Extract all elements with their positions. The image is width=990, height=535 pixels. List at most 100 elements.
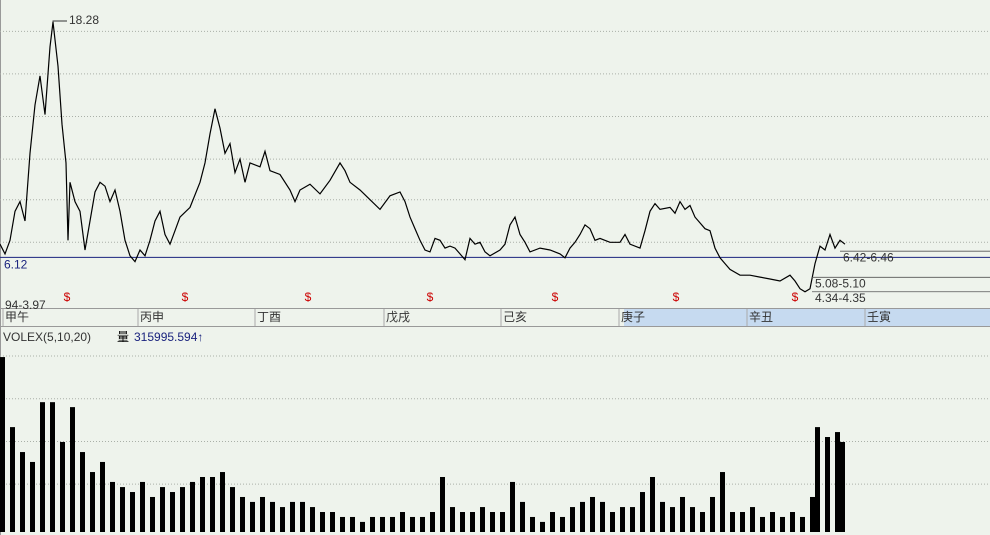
volume-bar <box>250 501 255 532</box>
volume-bar <box>100 461 105 532</box>
annotation-label: 4.34-4.35 <box>815 291 866 305</box>
volume-bar <box>480 507 485 532</box>
volume-bar <box>840 441 845 532</box>
volume-bar <box>160 487 165 532</box>
volume-panel <box>0 355 990 532</box>
volume-bar <box>50 402 55 532</box>
volume-bar <box>825 437 830 532</box>
volume-bar <box>350 516 355 532</box>
volume-title: VOLEX(5,10,20) <box>3 330 91 344</box>
volume-bar <box>460 512 465 532</box>
volume-bar <box>30 461 35 532</box>
period-label: 甲午 <box>5 310 29 324</box>
period-label: 丁酉 <box>257 310 281 324</box>
volume-bar <box>300 501 305 532</box>
volume-bar <box>580 501 585 532</box>
baseline-label: 6.12 <box>4 258 28 272</box>
dividend-marker: $ <box>552 290 559 304</box>
volume-bar <box>0 357 5 532</box>
dividend-marker: $ <box>673 290 680 304</box>
volume-bar <box>10 427 15 532</box>
volume-bar <box>670 507 675 532</box>
annotation-label: 94-3.97 <box>5 298 46 312</box>
annotation-label: 5.08-5.10 <box>815 276 866 290</box>
volume-bar <box>270 501 275 532</box>
volume-bar <box>500 512 505 532</box>
volume-bar <box>800 516 805 532</box>
volume-bar <box>770 512 775 532</box>
period-highlight <box>624 309 752 326</box>
volume-bar <box>340 516 345 532</box>
volume-bar <box>400 512 405 532</box>
volume-bar <box>260 496 265 532</box>
volume-bar <box>570 507 575 532</box>
volume-bar <box>440 476 445 532</box>
period-highlight <box>752 309 870 326</box>
volume-bar <box>380 516 385 532</box>
volume-bar <box>720 472 725 532</box>
volume-bar <box>420 516 425 532</box>
period-label: 庚子 <box>621 309 645 324</box>
volume-bar <box>370 516 375 532</box>
period-label: 己亥 <box>503 310 527 324</box>
period-highlight <box>870 309 990 326</box>
volume-bar <box>240 496 245 532</box>
volume-bar <box>810 496 815 532</box>
volume-bar <box>560 516 565 532</box>
period-bar: 甲午 丙申 丁酉 戊戌 己亥 庚子 辛丑 壬寅 <box>2 309 990 326</box>
dividend-marker: $ <box>427 290 434 304</box>
volume-bar <box>740 512 745 532</box>
volume-bar <box>710 496 715 532</box>
volume-label: 量 <box>117 330 129 344</box>
period-label: 壬寅 <box>867 309 891 324</box>
volume-bar <box>210 476 215 532</box>
volume-bar <box>130 492 135 532</box>
volume-bar <box>650 476 655 532</box>
volume-bar <box>140 481 145 532</box>
dividend-marker: $ <box>305 290 312 304</box>
volume-bar <box>815 427 820 532</box>
volume-bar <box>620 507 625 532</box>
volume-bar <box>835 432 840 532</box>
volume-bar <box>630 507 635 532</box>
volume-bar <box>730 512 735 532</box>
dividend-marker: $ <box>64 290 71 304</box>
volume-bar <box>330 512 335 532</box>
volume-bar <box>170 492 175 532</box>
volume-bar <box>750 507 755 532</box>
volume-bar <box>120 487 125 532</box>
volume-bar <box>690 507 695 532</box>
volume-bar <box>40 402 45 532</box>
volume-bar <box>80 452 85 532</box>
volume-bar <box>180 487 185 532</box>
volume-bar <box>510 481 515 532</box>
price-panel: 6.12 18.28 6.42-6.46 5.08-5.104.34-4.35 94-3… <box>0 13 990 312</box>
volume-bar <box>550 512 555 532</box>
volume-bar <box>310 507 315 532</box>
volume-bar <box>490 512 495 532</box>
volume-bar <box>640 492 645 532</box>
volume-bar <box>290 501 295 532</box>
dividend-marker: $ <box>792 290 799 304</box>
volume-bar <box>230 487 235 532</box>
volume-bar <box>110 481 115 532</box>
volume-bar <box>530 516 535 532</box>
volume-bar <box>220 472 225 532</box>
volume-bar <box>610 512 615 532</box>
annotation-label: 18.28 <box>69 13 99 27</box>
volume-bar <box>450 507 455 532</box>
volume-bar <box>20 452 25 532</box>
volume-bar <box>780 516 785 532</box>
volume-bar <box>790 512 795 532</box>
volume-bar <box>390 516 395 532</box>
volume-bar <box>540 521 545 532</box>
volume-bar <box>150 496 155 532</box>
volume-bar <box>200 476 205 532</box>
period-label: 戊戌 <box>386 310 410 324</box>
volume-bar <box>70 407 75 532</box>
volume-bar <box>680 496 685 532</box>
volume-bar <box>430 512 435 532</box>
volume-bar <box>280 507 285 532</box>
